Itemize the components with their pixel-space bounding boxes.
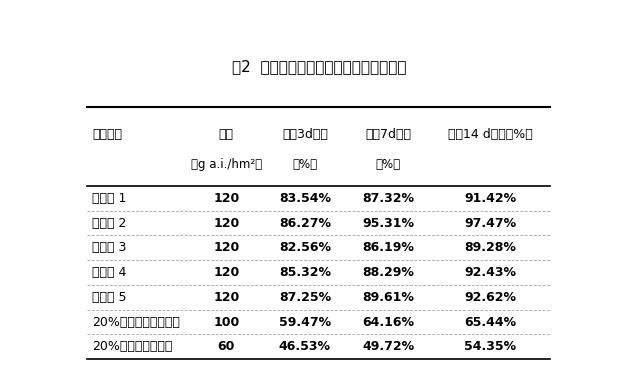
- Text: 100: 100: [213, 316, 239, 328]
- Text: 表2  不同药剂处理对马铃薯晚疫病的防效: 表2 不同药剂处理对马铃薯晚疫病的防效: [231, 59, 406, 74]
- Text: 120: 120: [213, 291, 239, 304]
- Text: 82.56%: 82.56%: [279, 241, 331, 254]
- Text: 实施例 4: 实施例 4: [92, 266, 126, 279]
- Text: 59.47%: 59.47%: [279, 316, 331, 328]
- Text: （g a.i./hm²）: （g a.i./hm²）: [191, 158, 262, 171]
- Text: 实施例 2: 实施例 2: [92, 216, 126, 229]
- Text: 92.43%: 92.43%: [464, 266, 516, 279]
- Text: 87.32%: 87.32%: [362, 192, 414, 205]
- Text: 86.27%: 86.27%: [279, 216, 331, 229]
- Text: 97.47%: 97.47%: [464, 216, 516, 229]
- Text: 88.29%: 88.29%: [362, 266, 414, 279]
- Text: 60: 60: [218, 340, 235, 353]
- Text: 85.32%: 85.32%: [279, 266, 331, 279]
- Text: 120: 120: [213, 241, 239, 254]
- Text: 剂量: 剂量: [219, 128, 234, 141]
- Text: 药后3d防效: 药后3d防效: [282, 128, 328, 141]
- Text: 20%二氯噁菌唑悬浮剂: 20%二氯噁菌唑悬浮剂: [92, 316, 180, 328]
- Text: 120: 120: [213, 266, 239, 279]
- Text: 实施例 5: 实施例 5: [92, 291, 126, 304]
- Text: （%）: （%）: [292, 158, 317, 171]
- Text: 试验药剂: 试验药剂: [92, 128, 122, 141]
- Text: 49.72%: 49.72%: [362, 340, 414, 353]
- Text: 83.54%: 83.54%: [279, 192, 331, 205]
- Text: 95.31%: 95.31%: [362, 216, 414, 229]
- Text: 120: 120: [213, 216, 239, 229]
- Text: 89.61%: 89.61%: [362, 291, 414, 304]
- Text: （%）: （%）: [376, 158, 401, 171]
- Text: 54.35%: 54.35%: [464, 340, 516, 353]
- Text: 120: 120: [213, 192, 239, 205]
- Text: 实施例 3: 实施例 3: [92, 241, 126, 254]
- Text: 46.53%: 46.53%: [279, 340, 331, 353]
- Text: 实施例 1: 实施例 1: [92, 192, 126, 205]
- Text: 64.16%: 64.16%: [362, 316, 414, 328]
- Text: 20%氟吡菌胺悬浮剂: 20%氟吡菌胺悬浮剂: [92, 340, 172, 353]
- Text: 65.44%: 65.44%: [464, 316, 516, 328]
- Text: 92.62%: 92.62%: [464, 291, 516, 304]
- Text: 87.25%: 87.25%: [279, 291, 331, 304]
- Text: 91.42%: 91.42%: [464, 192, 516, 205]
- Text: 86.19%: 86.19%: [362, 241, 414, 254]
- Text: 89.28%: 89.28%: [464, 241, 516, 254]
- Text: 药后7d防效: 药后7d防效: [365, 128, 411, 141]
- Text: 药后14 d防效（%）: 药后14 d防效（%）: [448, 128, 532, 141]
